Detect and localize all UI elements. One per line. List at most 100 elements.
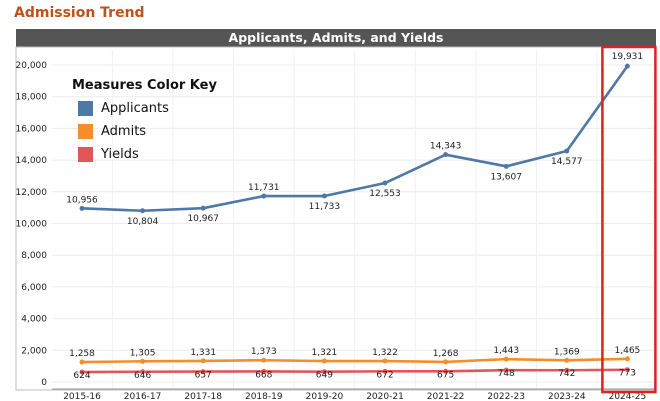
data-point-applicants	[564, 148, 570, 154]
y-tick-label: 2,000	[21, 346, 47, 356]
data-label-admits: 1,268	[433, 349, 459, 359]
data-label-admits: 1,443	[493, 346, 519, 356]
legend: Measures Color Key Applicants Admits Yie…	[72, 78, 217, 166]
legend-swatch-yields	[78, 147, 93, 162]
axis-layer: 0 2,000 4,000 6,000 8,000 10,000 12,000 14,000 1…	[16, 61, 656, 401]
data-point-applicants	[443, 152, 449, 158]
data-label-applicants: 19,931	[612, 52, 644, 62]
data-point-yields	[79, 369, 85, 375]
legend-label: Applicants	[101, 101, 169, 116]
data-label-layer: 10,956 10,804 10,967 11,731 11,733 12,553 14,3…	[66, 52, 643, 381]
data-label-yields: 675	[437, 370, 454, 380]
legend-swatch-admits	[78, 124, 93, 139]
y-tick-label: 10,000	[16, 220, 48, 230]
x-tick-label: 2018-19	[245, 392, 283, 401]
x-tick-label: 2016-17	[124, 392, 162, 401]
data-label-admits: 1,369	[554, 347, 580, 357]
data-point-yields	[624, 367, 630, 373]
data-point-admits	[503, 356, 509, 362]
legend-item-yields[interactable]: Yields	[72, 143, 217, 166]
data-point-admits	[382, 358, 388, 364]
series-line-admits	[81, 357, 628, 364]
series-line-yields	[81, 368, 628, 374]
y-tick-label: 8,000	[21, 251, 47, 261]
data-point-applicants	[321, 193, 327, 199]
data-point-admits	[79, 359, 85, 365]
data-label-yields: 624	[73, 371, 90, 381]
highlight-box	[601, 45, 657, 394]
data-point-applicants	[261, 193, 267, 199]
data-label-yields: 646	[134, 371, 151, 381]
legend-item-admits[interactable]: Admits	[72, 120, 217, 143]
data-point-admits	[443, 359, 449, 365]
y-tick-label: 6,000	[21, 283, 47, 293]
y-tick-label: 20,000	[16, 61, 48, 71]
data-point-yields	[503, 367, 509, 373]
y-tick-label: 18,000	[16, 93, 48, 103]
data-point-applicants	[200, 205, 206, 211]
data-label-admits: 1,322	[372, 348, 398, 358]
data-point-admits	[200, 358, 206, 364]
x-tick-label: 2023-24	[548, 392, 586, 401]
data-point-admits	[140, 358, 146, 364]
data-point-yields	[261, 368, 267, 374]
data-point-yields	[443, 368, 449, 374]
data-label-applicants: 11,731	[248, 183, 280, 193]
data-label-applicants: 10,956	[66, 195, 98, 205]
chart-title: Applicants, Admits, and Yields	[16, 29, 656, 47]
data-point-admits	[261, 357, 267, 363]
data-label-applicants: 12,553	[369, 189, 401, 199]
page-title: Admission Trend	[14, 5, 145, 21]
data-label-admits: 1,373	[251, 347, 277, 357]
y-tick-label: 0	[41, 378, 47, 388]
y-tick-label: 14,000	[16, 156, 48, 166]
legend-label: Yields	[101, 147, 139, 162]
data-label-admits: 1,331	[190, 348, 216, 358]
y-tick-label: 4,000	[21, 315, 47, 325]
y-tick-label: 12,000	[16, 188, 48, 198]
x-tick-label: 2017-18	[184, 392, 222, 401]
data-label-yields: 657	[195, 371, 212, 381]
data-point-applicants	[624, 63, 630, 69]
x-tick-label: 2019-20	[306, 392, 344, 401]
data-label-admits: 1,465	[615, 346, 641, 356]
data-point-admits	[564, 357, 570, 363]
legend-item-applicants[interactable]: Applicants	[72, 97, 217, 120]
legend-title: Measures Color Key	[72, 78, 217, 93]
y-tick-label: 16,000	[16, 124, 48, 134]
x-tick-label: 2021-22	[427, 392, 465, 401]
data-label-applicants: 10,967	[187, 214, 219, 224]
legend-swatch-applicants	[78, 101, 93, 116]
data-label-admits: 1,258	[69, 349, 95, 359]
x-tick-label: 2020-21	[366, 392, 404, 401]
highlight-layer	[601, 45, 657, 394]
data-point-yields	[140, 369, 146, 375]
x-tick-label: 2022-23	[487, 392, 525, 401]
data-label-applicants: 13,607	[490, 172, 522, 182]
grid-layer	[15, 46, 659, 391]
x-tick-label: 2015-16	[63, 392, 101, 401]
data-point-admits	[321, 358, 327, 364]
data-point-applicants	[382, 180, 388, 186]
data-point-applicants	[503, 163, 509, 169]
data-label-yields: 672	[376, 370, 393, 380]
data-label-admits: 1,305	[130, 348, 156, 358]
data-label-yields: 773	[619, 369, 636, 379]
legend-label: Admits	[101, 124, 147, 139]
data-label-applicants: 11,733	[309, 202, 341, 212]
data-label-admits: 1,321	[312, 348, 338, 358]
data-label-applicants: 14,577	[551, 157, 583, 167]
x-tick-label: 2024-25	[609, 392, 647, 401]
data-label-applicants: 14,343	[430, 142, 462, 152]
data-label-yields: 649	[316, 371, 333, 381]
data-point-yields	[321, 369, 327, 375]
data-point-yields	[200, 369, 206, 375]
data-label-yields: 748	[498, 369, 515, 379]
data-label-yields: 742	[558, 369, 575, 379]
data-point-yields	[382, 368, 388, 374]
data-point-applicants	[79, 205, 85, 211]
data-point-yields	[564, 367, 570, 373]
series-line-applicants	[81, 65, 629, 213]
data-point-applicants	[140, 208, 146, 214]
